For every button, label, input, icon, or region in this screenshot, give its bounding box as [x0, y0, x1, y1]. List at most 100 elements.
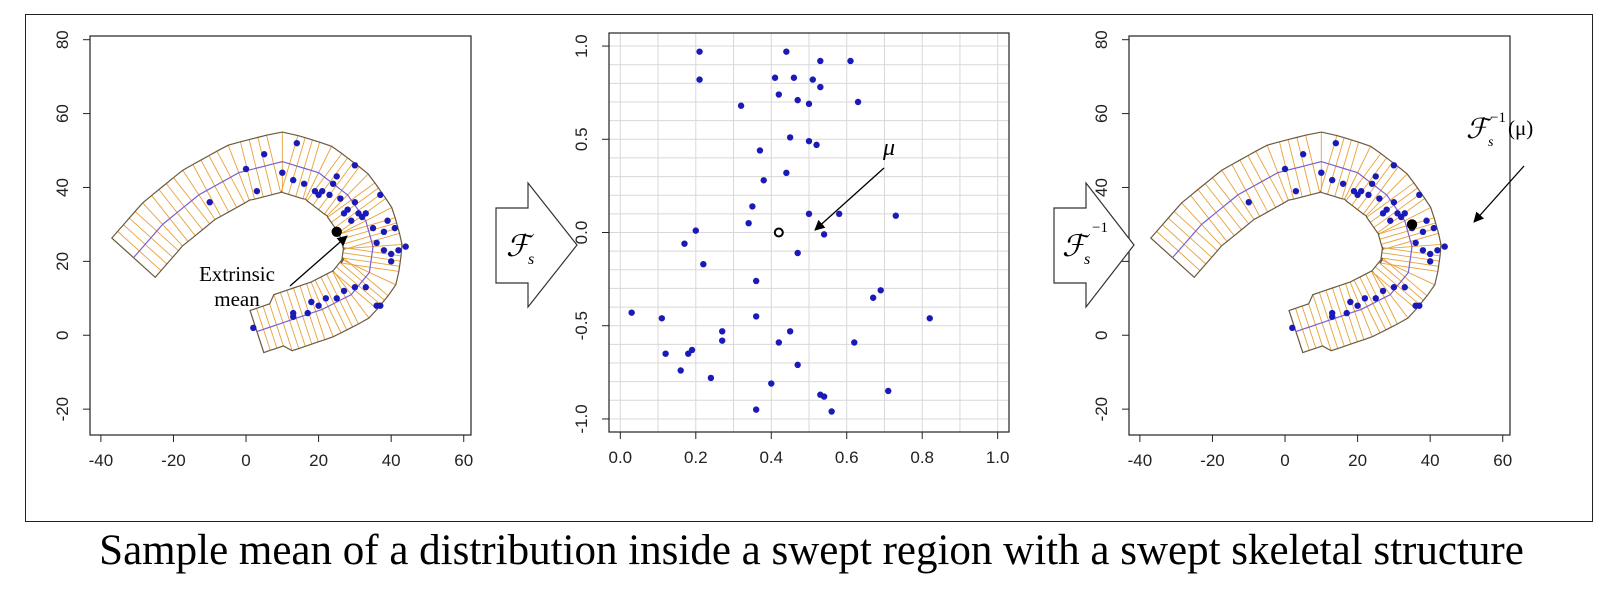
- data-point: [1401, 284, 1408, 291]
- y-tick-label: 1.0: [572, 34, 591, 58]
- mu-label: μ: [882, 135, 895, 161]
- data-point: [1245, 199, 1252, 206]
- data-point: [820, 231, 828, 238]
- data-point: [877, 287, 884, 294]
- y-tick-label: 60: [53, 104, 72, 123]
- data-point: [1419, 247, 1427, 254]
- inverse-mean-superscript: −1: [1490, 110, 1506, 126]
- y-tick-label: 20: [53, 252, 72, 271]
- inverse-mean-annotation: ℱ s −1 (μ): [1466, 110, 1533, 223]
- x-tick-label: 60: [1493, 451, 1512, 470]
- data-point: [817, 83, 824, 91]
- data-point: [1383, 206, 1390, 213]
- data-point: [333, 295, 340, 302]
- data-point: [745, 219, 752, 227]
- data-point: [250, 324, 257, 332]
- data-point: [1361, 295, 1369, 302]
- data-point: [1332, 139, 1340, 147]
- data-point: [1358, 187, 1365, 195]
- data-point: [752, 277, 760, 285]
- skeleton-curve: [133, 160, 374, 333]
- extrinsic-mean-annotation: Extrinsic mean: [199, 235, 348, 311]
- data-point: [1292, 187, 1300, 195]
- data-point: [362, 210, 369, 217]
- data-point: [805, 210, 813, 218]
- data-point: [1329, 176, 1336, 184]
- y-tick-label: -0.5: [572, 311, 591, 340]
- data-point: [1376, 195, 1383, 202]
- inverse-mean-argument: (μ): [1508, 116, 1533, 140]
- data-point: [1329, 309, 1336, 317]
- data-point: [719, 337, 726, 344]
- data-point: [1343, 309, 1350, 317]
- x-tick-label: 1.0: [986, 448, 1010, 467]
- y-tick-label: 80: [1092, 30, 1111, 49]
- x-tick-label: 0.4: [759, 448, 783, 467]
- data-point: [786, 328, 794, 335]
- x-tick-label: 0: [1280, 451, 1289, 470]
- data-point: [402, 243, 409, 250]
- data-point: [700, 260, 707, 268]
- data-point: [377, 191, 384, 199]
- data-point: [1390, 199, 1398, 206]
- data-point: [329, 180, 337, 187]
- data-point: [1430, 224, 1438, 232]
- y-tick-label: -20: [53, 397, 72, 422]
- left-panel-swept-region: -40 -20 0 20 40 60 -20 0 20 40 60 80: [53, 30, 473, 470]
- data-point: [351, 199, 359, 206]
- forward-map-subscript: s: [528, 251, 534, 268]
- data-point: [658, 315, 666, 322]
- data-point: [752, 406, 760, 413]
- x-tick-label: 60: [454, 451, 473, 470]
- skeleton-curve: [1172, 160, 1413, 333]
- x-tick-label: -40: [1128, 451, 1153, 470]
- data-point: [1372, 295, 1379, 302]
- data-point: [869, 294, 877, 301]
- mu-annotation: μ: [814, 135, 895, 231]
- data-point: [768, 380, 775, 387]
- data-point: [1423, 217, 1430, 224]
- data-point: [756, 147, 764, 154]
- data-point: [340, 287, 348, 295]
- data-point: [783, 48, 790, 55]
- data-point: [1339, 180, 1347, 187]
- data-point: [662, 350, 669, 357]
- data-point: [315, 302, 322, 309]
- forward-map-arrow: ℱ s: [495, 181, 578, 309]
- data-point: [384, 217, 391, 224]
- data-point: [794, 249, 801, 257]
- data-point: [387, 258, 395, 265]
- x-tick-label: 20: [309, 451, 328, 470]
- data-point: [685, 350, 692, 357]
- extrinsic-mean-label-line1: Extrinsic: [199, 262, 275, 286]
- data-point: [926, 315, 933, 322]
- mean-point: [773, 227, 784, 238]
- x-tick-label: 20: [1348, 451, 1367, 470]
- data-point: [1365, 191, 1372, 199]
- data-point: [391, 224, 398, 232]
- data-point: [351, 284, 359, 291]
- y-tick-label: 40: [53, 178, 72, 197]
- plot-box: [89, 35, 472, 436]
- data-point: [369, 224, 377, 232]
- data-point: [628, 309, 635, 316]
- region-boundary: [111, 131, 403, 354]
- data-point: [333, 173, 340, 180]
- data-point: [373, 239, 380, 247]
- data-point: [304, 309, 311, 317]
- data-point: [786, 134, 794, 141]
- data-point: [692, 227, 699, 234]
- data-point: [820, 393, 828, 400]
- data-point: [326, 191, 333, 199]
- data-point: [1281, 165, 1289, 173]
- data-point: [1412, 302, 1419, 309]
- figure-frame: [25, 14, 1593, 522]
- y-tick-label: 0.0: [572, 221, 591, 245]
- data-point: [1390, 284, 1398, 291]
- data-point: [344, 206, 351, 213]
- data-point: [319, 187, 326, 195]
- y-tick-label: -20: [1092, 397, 1111, 422]
- data-point: [290, 176, 297, 184]
- x-tick-label: 40: [1421, 451, 1440, 470]
